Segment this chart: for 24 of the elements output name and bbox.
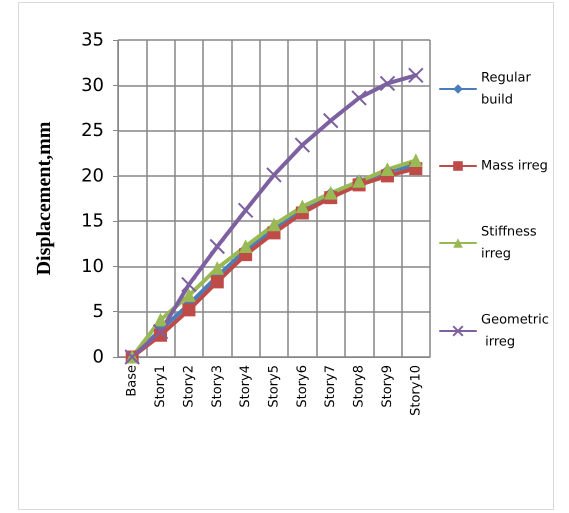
x-tick-label: Story2 [181,365,196,408]
x-tick-label: Story10 [408,365,424,416]
x-tick-label: Story4 [238,365,254,408]
x-tick-label: Story9 [380,365,395,408]
y-tick-label: 30 [81,74,104,96]
y-tick-label: 15 [81,210,104,232]
legend-label: Geometric irreg [481,312,549,350]
y-tick-label: 5 [92,301,104,322]
x-tick-label: Story8 [352,365,367,408]
y-tick-label: 35 [81,30,104,50]
y-tick-label: 25 [81,120,104,142]
legend-label: Mass irreg [481,158,548,174]
y-axis-title: Displacement,mm [33,121,55,276]
y-tick-label: 20 [81,165,104,186]
legend-label: Stiffness irreg [481,224,541,262]
y-tick-label: 10 [81,256,104,277]
x-tick-label: Story3 [210,365,225,408]
x-tick-label: Base [124,365,140,397]
x-tick-label: Story1 [153,365,168,408]
y-tick-label: 0 [92,346,104,368]
x-tick-label: Story7 [323,365,338,408]
legend-label: Regular build [481,70,535,108]
x-tick-label: Story5 [266,365,282,408]
x-tick-label: Story6 [294,365,310,408]
